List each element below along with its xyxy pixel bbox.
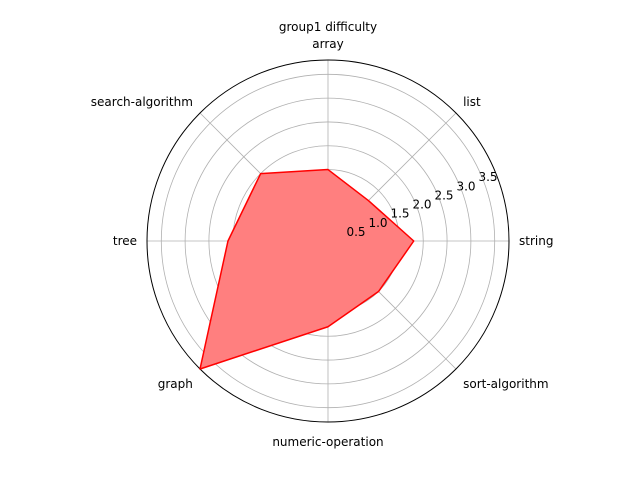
category-label-search-algorithm: search-algorithm	[91, 95, 193, 109]
r-tick-label-6: 3.5	[478, 170, 497, 184]
category-label-sort-algorithm: sort-algorithm	[463, 377, 548, 391]
r-tick-label-4: 2.5	[434, 188, 453, 202]
category-label-array: array	[312, 37, 343, 51]
series-area	[200, 170, 414, 369]
r-tick-label-5: 3.0	[456, 179, 475, 193]
r-tick-label-1: 1.0	[368, 216, 387, 230]
category-label-list: list	[463, 95, 481, 109]
data-layer	[200, 170, 414, 369]
r-tick-label-2: 1.5	[390, 207, 409, 221]
category-label-graph: graph	[158, 377, 193, 391]
chart-title: group1 difficulty	[279, 20, 377, 34]
category-label-tree: tree	[113, 234, 137, 248]
category-label-string: string	[519, 234, 553, 248]
r-tick-label-0: 0.5	[346, 225, 365, 239]
r-tick-label-3: 2.0	[412, 198, 431, 212]
category-label-numeric-operation: numeric-operation	[272, 435, 383, 449]
